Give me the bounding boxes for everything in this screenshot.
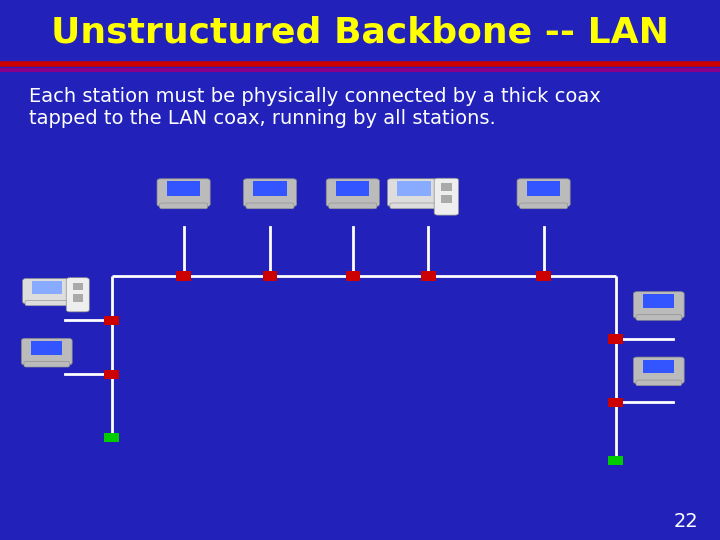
FancyBboxPatch shape <box>634 357 684 383</box>
FancyBboxPatch shape <box>22 339 72 365</box>
Text: 22: 22 <box>674 512 698 531</box>
Bar <box>608 397 623 407</box>
FancyBboxPatch shape <box>24 361 70 367</box>
Bar <box>336 181 369 195</box>
Bar <box>253 181 287 195</box>
Text: Unstructured Backbone -- LAN: Unstructured Backbone -- LAN <box>51 16 669 50</box>
FancyBboxPatch shape <box>390 203 438 209</box>
Bar <box>263 272 277 281</box>
Bar <box>40 288 53 292</box>
Bar <box>346 272 360 281</box>
FancyBboxPatch shape <box>246 203 294 209</box>
FancyBboxPatch shape <box>22 279 71 304</box>
FancyBboxPatch shape <box>157 179 210 206</box>
FancyBboxPatch shape <box>329 203 377 209</box>
FancyBboxPatch shape <box>387 179 441 206</box>
FancyBboxPatch shape <box>434 178 459 215</box>
FancyBboxPatch shape <box>520 203 567 209</box>
Bar <box>652 302 665 306</box>
FancyBboxPatch shape <box>517 179 570 206</box>
Bar <box>608 456 623 465</box>
Bar <box>40 349 53 352</box>
Bar <box>104 316 119 325</box>
Bar <box>104 433 119 442</box>
Bar <box>536 190 551 193</box>
Bar <box>73 294 83 302</box>
FancyBboxPatch shape <box>636 380 682 386</box>
Bar <box>346 190 360 193</box>
Bar <box>73 283 83 291</box>
Bar <box>421 272 436 281</box>
Bar <box>643 294 675 308</box>
Bar <box>31 341 63 355</box>
FancyBboxPatch shape <box>25 300 68 306</box>
FancyBboxPatch shape <box>66 278 89 312</box>
Bar <box>536 272 551 281</box>
FancyBboxPatch shape <box>243 179 297 206</box>
Bar <box>32 281 62 294</box>
Text: Each station must be physically connected by a thick coax
tapped to the LAN coax: Each station must be physically connecte… <box>29 87 600 128</box>
Bar <box>527 181 560 195</box>
Bar <box>176 272 191 281</box>
FancyBboxPatch shape <box>636 315 682 320</box>
Bar <box>263 190 277 193</box>
FancyBboxPatch shape <box>326 179 379 206</box>
Bar <box>441 184 452 191</box>
Bar <box>643 360 675 373</box>
Bar <box>608 334 623 344</box>
Bar <box>397 181 431 195</box>
Bar <box>441 195 452 202</box>
FancyBboxPatch shape <box>634 292 684 318</box>
Bar <box>104 369 119 379</box>
Bar <box>176 190 191 193</box>
Bar <box>652 368 665 371</box>
Bar <box>167 181 200 195</box>
FancyBboxPatch shape <box>160 203 207 209</box>
Bar <box>407 190 421 193</box>
